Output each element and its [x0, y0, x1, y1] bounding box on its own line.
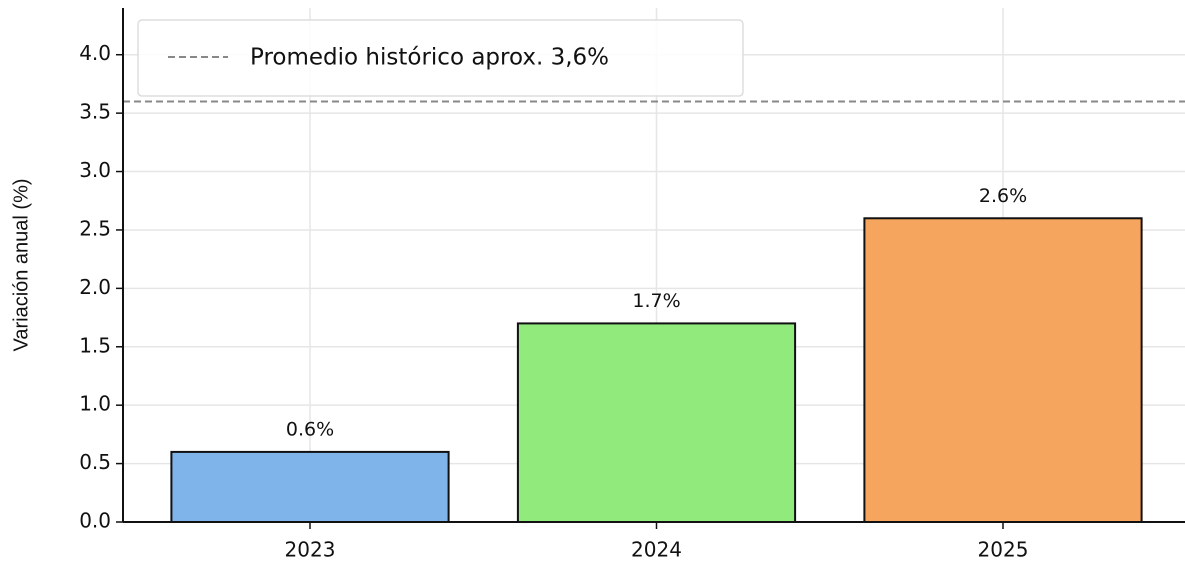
value-label: 2.6% — [979, 185, 1027, 207]
y-tick-label: 3.5 — [79, 100, 111, 124]
value-label: 1.7% — [632, 290, 680, 312]
x-tick-label: 2025 — [978, 538, 1029, 562]
x-tick-label: 2024 — [631, 538, 682, 562]
bar — [170, 450, 450, 523]
bar — [863, 217, 1143, 523]
x-tick-label: 2023 — [285, 538, 336, 562]
y-tick-label: 4.0 — [79, 41, 111, 65]
y-tick-label: 0.5 — [79, 450, 111, 474]
y-tick-label: 3.0 — [79, 158, 111, 182]
y-tick-label: 2.0 — [79, 275, 111, 299]
y-tick-label: 1.0 — [79, 392, 111, 416]
legend-label: Promedio histórico aprox. 3,6% — [250, 45, 609, 71]
y-axis-label: Variación anual (%) — [10, 178, 32, 351]
value-label: 0.6% — [286, 418, 334, 440]
legend-box — [137, 19, 744, 97]
y-tick-label: 1.5 — [79, 333, 111, 357]
y-tick-label: 2.5 — [79, 216, 111, 240]
y-tick-label: 0.0 — [79, 509, 111, 533]
bar — [516, 322, 797, 523]
